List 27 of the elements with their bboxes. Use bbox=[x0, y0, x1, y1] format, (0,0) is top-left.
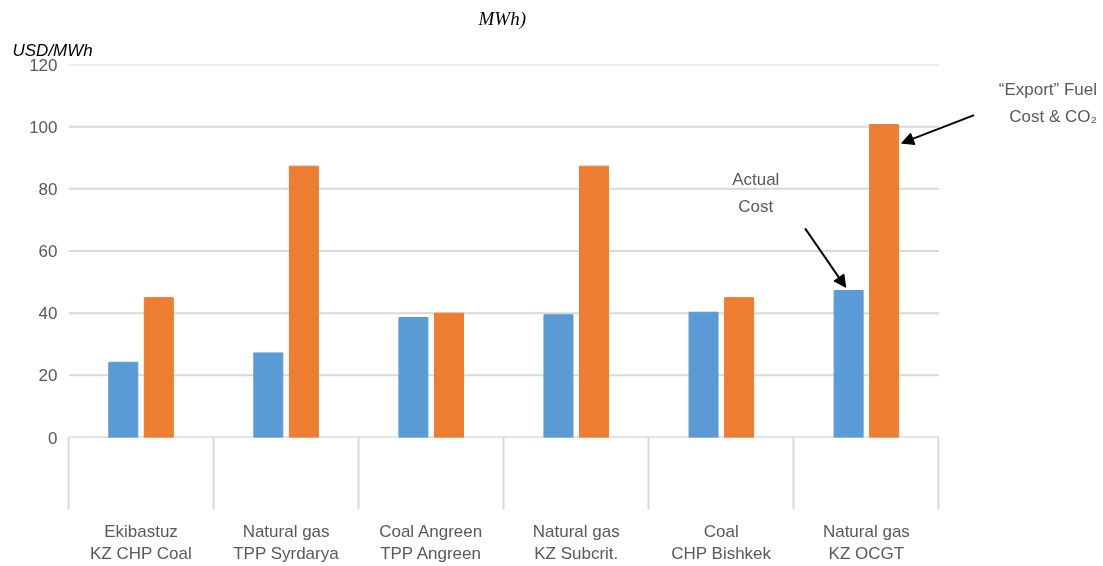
x-tick-label: Natural gas KZ Subcrit. bbox=[532, 521, 620, 564]
bar bbox=[398, 317, 429, 438]
y-tick-label: 80 bbox=[38, 179, 58, 199]
bar bbox=[288, 165, 319, 438]
bar bbox=[433, 312, 464, 438]
bar bbox=[253, 352, 284, 438]
y-tick-label: 60 bbox=[38, 242, 58, 261]
x-tick-label: Ekibastuz KZ CHP Coal bbox=[90, 521, 192, 564]
y-tick-label: 20 bbox=[38, 366, 58, 386]
x-tick-label: Natural gas TPP Syrdarya bbox=[233, 521, 340, 564]
bar bbox=[833, 289, 864, 438]
text: “Export” Fuel Cost & CO₂ bbox=[998, 80, 1098, 127]
x-tick-label: Coal CHP Bishkek bbox=[671, 521, 772, 564]
annotation: Actual Cost bbox=[732, 170, 780, 216]
bar bbox=[579, 165, 610, 438]
y-tick-label: 40 bbox=[38, 304, 58, 324]
y-tick-label: 0 bbox=[48, 428, 58, 448]
y-tick-label: 100 bbox=[29, 117, 58, 137]
bar bbox=[869, 123, 900, 438]
x-tick-label: Natural gas KZ OCGT bbox=[822, 521, 910, 564]
bar bbox=[108, 361, 139, 438]
x-tick-label: Coal Angreen TPP Angreen bbox=[379, 521, 483, 564]
chart-title: MWh) bbox=[477, 7, 526, 30]
bar bbox=[688, 311, 719, 438]
bar bbox=[543, 314, 574, 438]
bar bbox=[143, 297, 174, 438]
bar bbox=[724, 297, 755, 438]
